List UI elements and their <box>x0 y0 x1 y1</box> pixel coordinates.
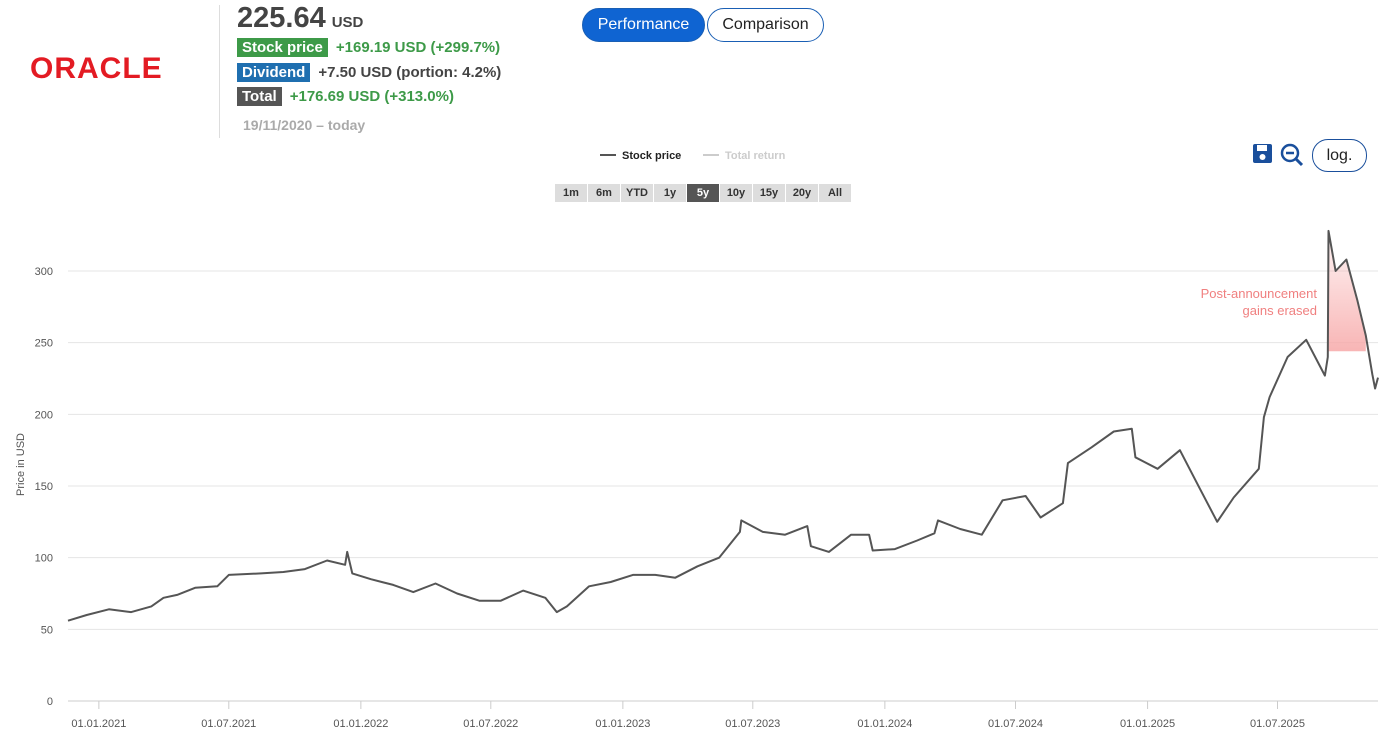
summary-row: Stock price +169.19 USD (+299.7%) <box>237 38 500 57</box>
divider <box>219 5 220 138</box>
x-tick-label: 01.01.2025 <box>1120 718 1175 730</box>
zoom-out-icon[interactable] <box>1280 143 1304 167</box>
row-value: +7.50 USD (portion: 4.2%) <box>318 63 502 81</box>
currency: USD <box>331 14 364 31</box>
x-tick-label: 01.01.2024 <box>857 718 912 730</box>
x-tick-label: 01.01.2021 <box>71 718 126 730</box>
y-tick-label: 100 <box>35 553 53 565</box>
price-block: 225.64 USD <box>237 2 363 35</box>
x-tick-label: 01.07.2022 <box>463 718 518 730</box>
summary-row: Dividend +7.50 USD (portion: 4.2%) <box>237 62 502 82</box>
y-tick-label: 150 <box>35 481 53 493</box>
y-tick-label: 300 <box>35 266 53 278</box>
row-label: Dividend <box>237 62 311 82</box>
tool-icons <box>1253 143 1304 167</box>
range-selector: 1m 6m YTD 1y 5y 10y 15y 20y All <box>555 184 852 202</box>
annotation: gains erased <box>1243 303 1317 318</box>
row-value: +176.69 USD (+313.0%) <box>289 88 454 105</box>
period: 19/11/2020 – today <box>243 117 366 133</box>
legend-label[interactable]: Stock price <box>622 150 681 162</box>
log-button[interactable]: log. <box>1312 139 1367 172</box>
y-tick-label: 250 <box>35 338 53 350</box>
range-button[interactable]: 6m <box>588 184 620 202</box>
chart: Stock price Total return 0 50 100 150 200 250 30… <box>15 150 1379 730</box>
range-button[interactable]: All <box>819 184 851 202</box>
legend-label[interactable]: Total return <box>725 150 786 162</box>
logo: ORACLE <box>30 52 163 85</box>
y-tick-label: 50 <box>41 624 53 636</box>
y-axis-label: Price in USD <box>15 433 27 496</box>
y-tick-label: 200 <box>35 409 53 421</box>
price-line <box>67 229 1379 622</box>
x-tick-label: 01.01.2023 <box>595 718 650 730</box>
x-tick-label: 01.07.2021 <box>201 718 256 730</box>
x-tick-label: 01.07.2023 <box>725 718 780 730</box>
tab[interactable]: Comparison <box>707 8 824 42</box>
row-value: +169.19 USD (+299.7%) <box>335 39 501 56</box>
range-button[interactable]: 5y <box>687 184 719 202</box>
range-button[interactable]: 20y <box>786 184 818 202</box>
y-tick-label: 0 <box>47 696 53 708</box>
tab[interactable]: Performance <box>582 8 705 42</box>
highlight-area <box>1328 230 1366 352</box>
annotation: Post-announcement <box>1201 286 1318 301</box>
x-tick-label: 01.01.2022 <box>333 718 388 730</box>
row-label: Total <box>237 87 282 106</box>
summary-row: Total +176.69 USD (+313.0%) <box>237 87 454 106</box>
range-button[interactable]: 15y <box>753 184 785 202</box>
row-label: Stock price <box>237 38 328 57</box>
x-tick-label: 01.07.2024 <box>988 718 1043 730</box>
save-icon[interactable] <box>1253 144 1272 163</box>
range-button[interactable]: 10y <box>720 184 752 202</box>
x-tick-label: 01.07.2025 <box>1250 718 1305 730</box>
range-button[interactable]: 1m <box>555 184 587 202</box>
price: 225.64 <box>237 2 326 34</box>
range-button[interactable]: YTD <box>621 184 653 202</box>
range-button[interactable]: 1y <box>654 184 686 202</box>
